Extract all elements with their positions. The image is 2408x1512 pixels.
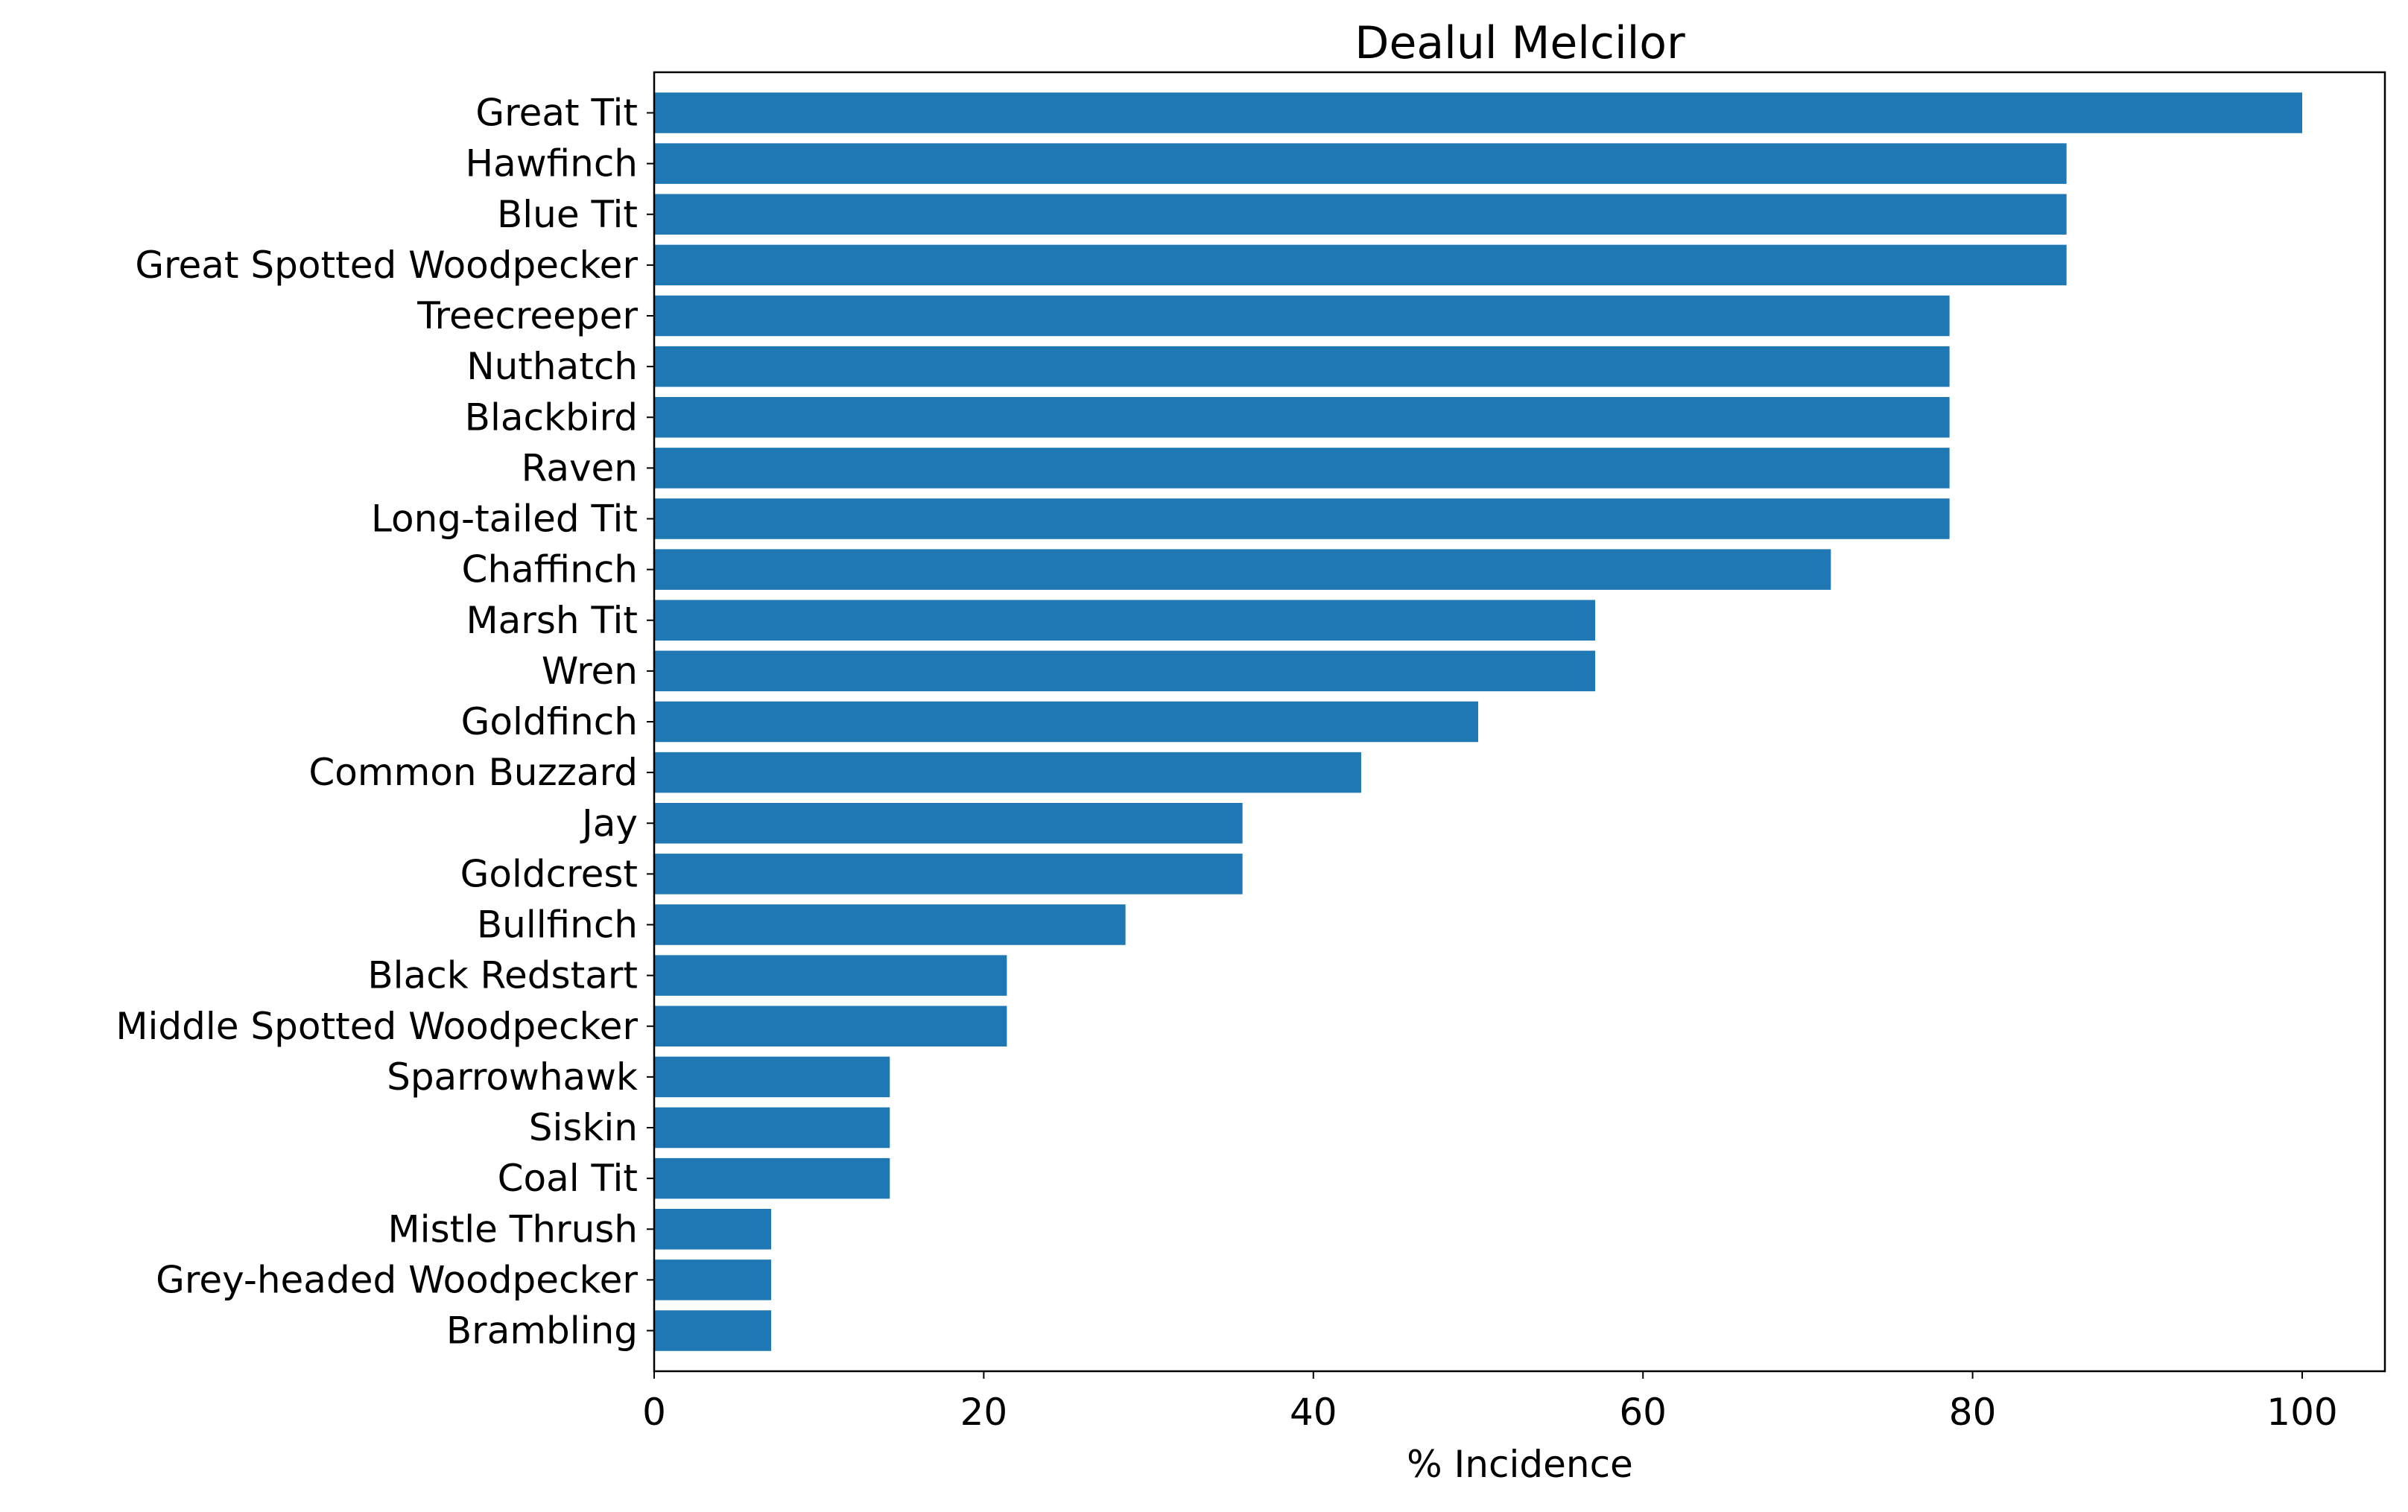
y-tick-label: Blue Tit <box>497 193 638 236</box>
bar <box>654 549 1831 590</box>
bar <box>654 1157 890 1199</box>
x-tick-label: 80 <box>1949 1391 1997 1434</box>
y-tick-labels: Great Tit Hawfinch Blue Tit Great Spotted W… <box>115 92 654 1353</box>
bar <box>654 1056 890 1098</box>
x-tick-label: 100 <box>2266 1391 2337 1434</box>
bars <box>654 92 2302 1351</box>
plot-frame <box>653 71 2386 1373</box>
y-tick-label: Marsh Tit <box>466 599 638 642</box>
y-tick-label: Nuthatch <box>466 345 638 388</box>
bar <box>654 1209 772 1250</box>
y-tick-label: Great Spotted Woodpecker <box>135 244 638 287</box>
bar <box>654 143 2067 184</box>
bar <box>654 1310 772 1351</box>
y-tick-label: Grey-headed Woodpecker <box>156 1258 638 1301</box>
y-tick-label: Common Buzzard <box>308 751 638 794</box>
y-tick-label: Black Redstart <box>367 954 638 997</box>
x-tick-label: 20 <box>960 1391 1008 1434</box>
bar <box>654 1107 890 1149</box>
bar <box>654 92 2302 133</box>
x-tick-label: 40 <box>1290 1391 1337 1434</box>
bar <box>654 244 2067 286</box>
y-tick-label: Chaffinch <box>462 548 638 591</box>
y-tick-label: Goldcrest <box>460 852 638 895</box>
bar <box>654 346 1950 387</box>
y-tick-label: Blackbird <box>465 396 638 439</box>
y-tick-label: Great Tit <box>475 92 638 135</box>
y-tick-label: Middle Spotted Woodpecker <box>115 1005 638 1048</box>
bar <box>654 955 1007 996</box>
bar <box>654 498 1950 539</box>
y-tick-label: Hawfinch <box>466 142 639 185</box>
y-tick-label: Goldfinch <box>461 700 638 743</box>
bar <box>654 194 2067 235</box>
x-tick-label: 60 <box>1619 1391 1667 1434</box>
bar <box>654 1006 1007 1046</box>
bar <box>654 650 1596 692</box>
x-tick-labels: 0 20 40 60 80 100 <box>642 1371 2338 1434</box>
y-tick-label: Siskin <box>529 1106 638 1149</box>
bar <box>654 854 1243 895</box>
y-tick-label: Raven <box>522 446 638 489</box>
bar <box>654 1260 772 1300</box>
y-tick-label: Wren <box>542 649 638 693</box>
bar <box>654 600 1596 641</box>
x-tick-label: 0 <box>642 1391 666 1434</box>
bar <box>654 803 1243 844</box>
y-tick-label: Treecreeper <box>416 294 638 337</box>
y-tick-label: Bullfinch <box>477 903 638 947</box>
y-tick-label: Brambling <box>446 1309 638 1353</box>
y-tick-label: Jay <box>580 801 638 845</box>
bar <box>654 752 1361 793</box>
y-tick-label: Coal Tit <box>498 1157 638 1200</box>
bar <box>654 397 1950 438</box>
bar <box>654 295 1950 337</box>
x-axis-label: % Incidence <box>1407 1443 1633 1486</box>
bar <box>654 701 1478 743</box>
y-tick-label: Sparrowhawk <box>387 1055 638 1099</box>
chart-title: Dealul Melcilor <box>1354 17 1685 69</box>
y-tick-label: Mistle Thrush <box>388 1207 638 1251</box>
bar <box>654 448 1950 489</box>
bar <box>654 904 1126 945</box>
y-tick-label: Long-tailed Tit <box>371 498 638 541</box>
